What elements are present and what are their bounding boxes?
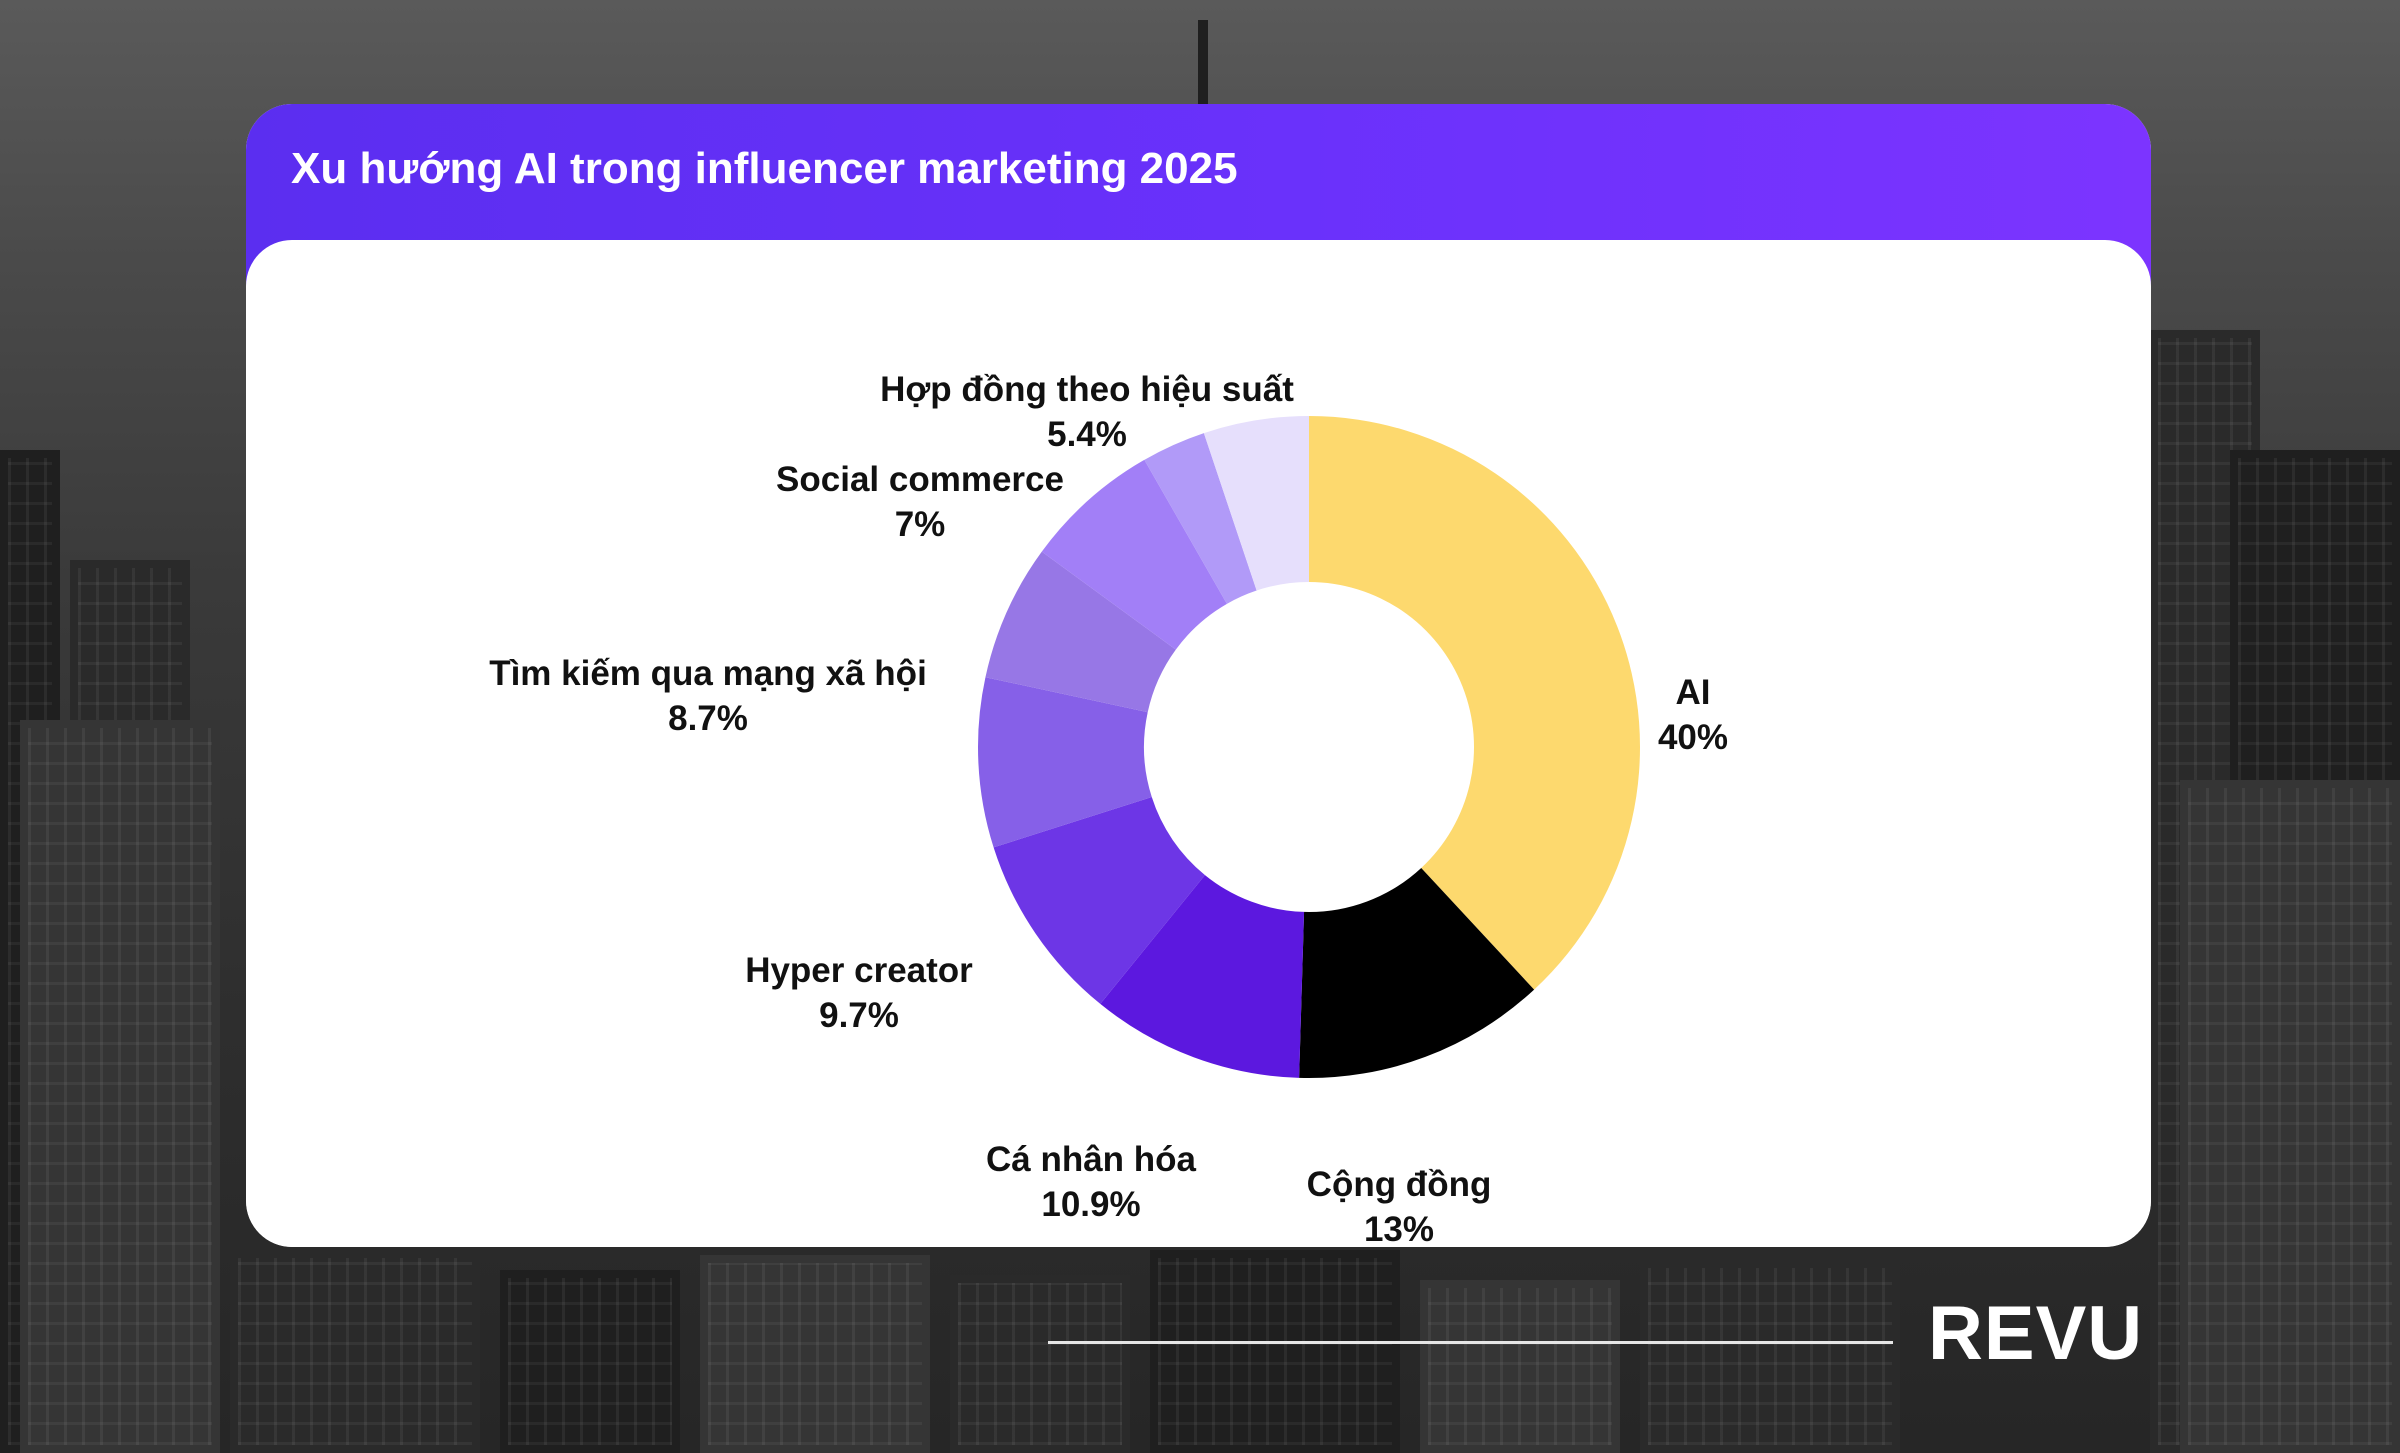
chart-body: AI 40% Cộng đồng 13% Cá nhân hóa 10.9% Hyper c… (246, 240, 2151, 1247)
slice-value-label: 8.7% (668, 699, 748, 738)
chart-card: Xu hướng AI trong influencer marketing 2… (246, 104, 2151, 1247)
slice-label-8: Hợp đồng theo hiệu suất 5.4% (880, 370, 1294, 454)
slice-value-label: 10.9% (1041, 1185, 1140, 1224)
slice-value-label: 5.4% (1047, 415, 1127, 454)
slice-value-label: 40% (1658, 718, 1728, 757)
card-header: Xu hướng AI trong influencer marketing 2… (246, 104, 2151, 240)
slice-category-label: AI (1676, 673, 1711, 712)
slice-ai (1309, 416, 1641, 990)
chart-title: Xu hướng AI trong influencer marketing 2… (291, 144, 1238, 193)
slice-category-label: Cộng đồng (1307, 1165, 1492, 1204)
slice-unlabeled-7 (1144, 433, 1257, 604)
slice-cá-nhân-hóa (1100, 875, 1305, 1078)
slice-social-commerce (1041, 459, 1227, 650)
slice-category-label: Tìm kiếm qua mạng xã hội (489, 654, 927, 693)
slice-category-label: Social commerce (776, 460, 1064, 499)
slice-label-2: Cá nhân hóa 10.9% (986, 1140, 1197, 1224)
footer-divider (1048, 1341, 1893, 1344)
donut-chart: AI 40% Cộng đồng 13% Cá nhân hóa 10.9% Hyper c… (489, 370, 1728, 1247)
slice-label-0: AI 40% (1658, 673, 1728, 757)
slice-cộng-đồng (1299, 867, 1535, 1078)
slice-category-label: Hyper creator (745, 951, 973, 990)
slice-label-3: Hyper creator 9.7% (745, 951, 973, 1035)
slice-hợp-đồng-theo-hiệu-suất (1203, 416, 1309, 591)
slice-value-label: 7% (895, 505, 946, 544)
slice-label-1: Cộng đồng 13% (1307, 1165, 1492, 1247)
slice-category-label: Cá nhân hóa (986, 1140, 1197, 1179)
slice-unlabeled-5 (985, 551, 1176, 713)
slice-hyper-creator (993, 797, 1205, 1004)
slice-tìm-kiếm-qua-mạng-xã-hội (978, 677, 1152, 848)
slice-value-label: 13% (1364, 1210, 1434, 1247)
slice-label-6: Social commerce 7% (776, 460, 1064, 544)
slice-label-4: Tìm kiếm qua mạng xã hội 8.7% (489, 654, 927, 738)
slice-category-label: Hợp đồng theo hiệu suất (880, 370, 1294, 409)
slice-value-label: 9.7% (819, 996, 899, 1035)
revu-logo: REVU (1928, 1291, 2144, 1376)
